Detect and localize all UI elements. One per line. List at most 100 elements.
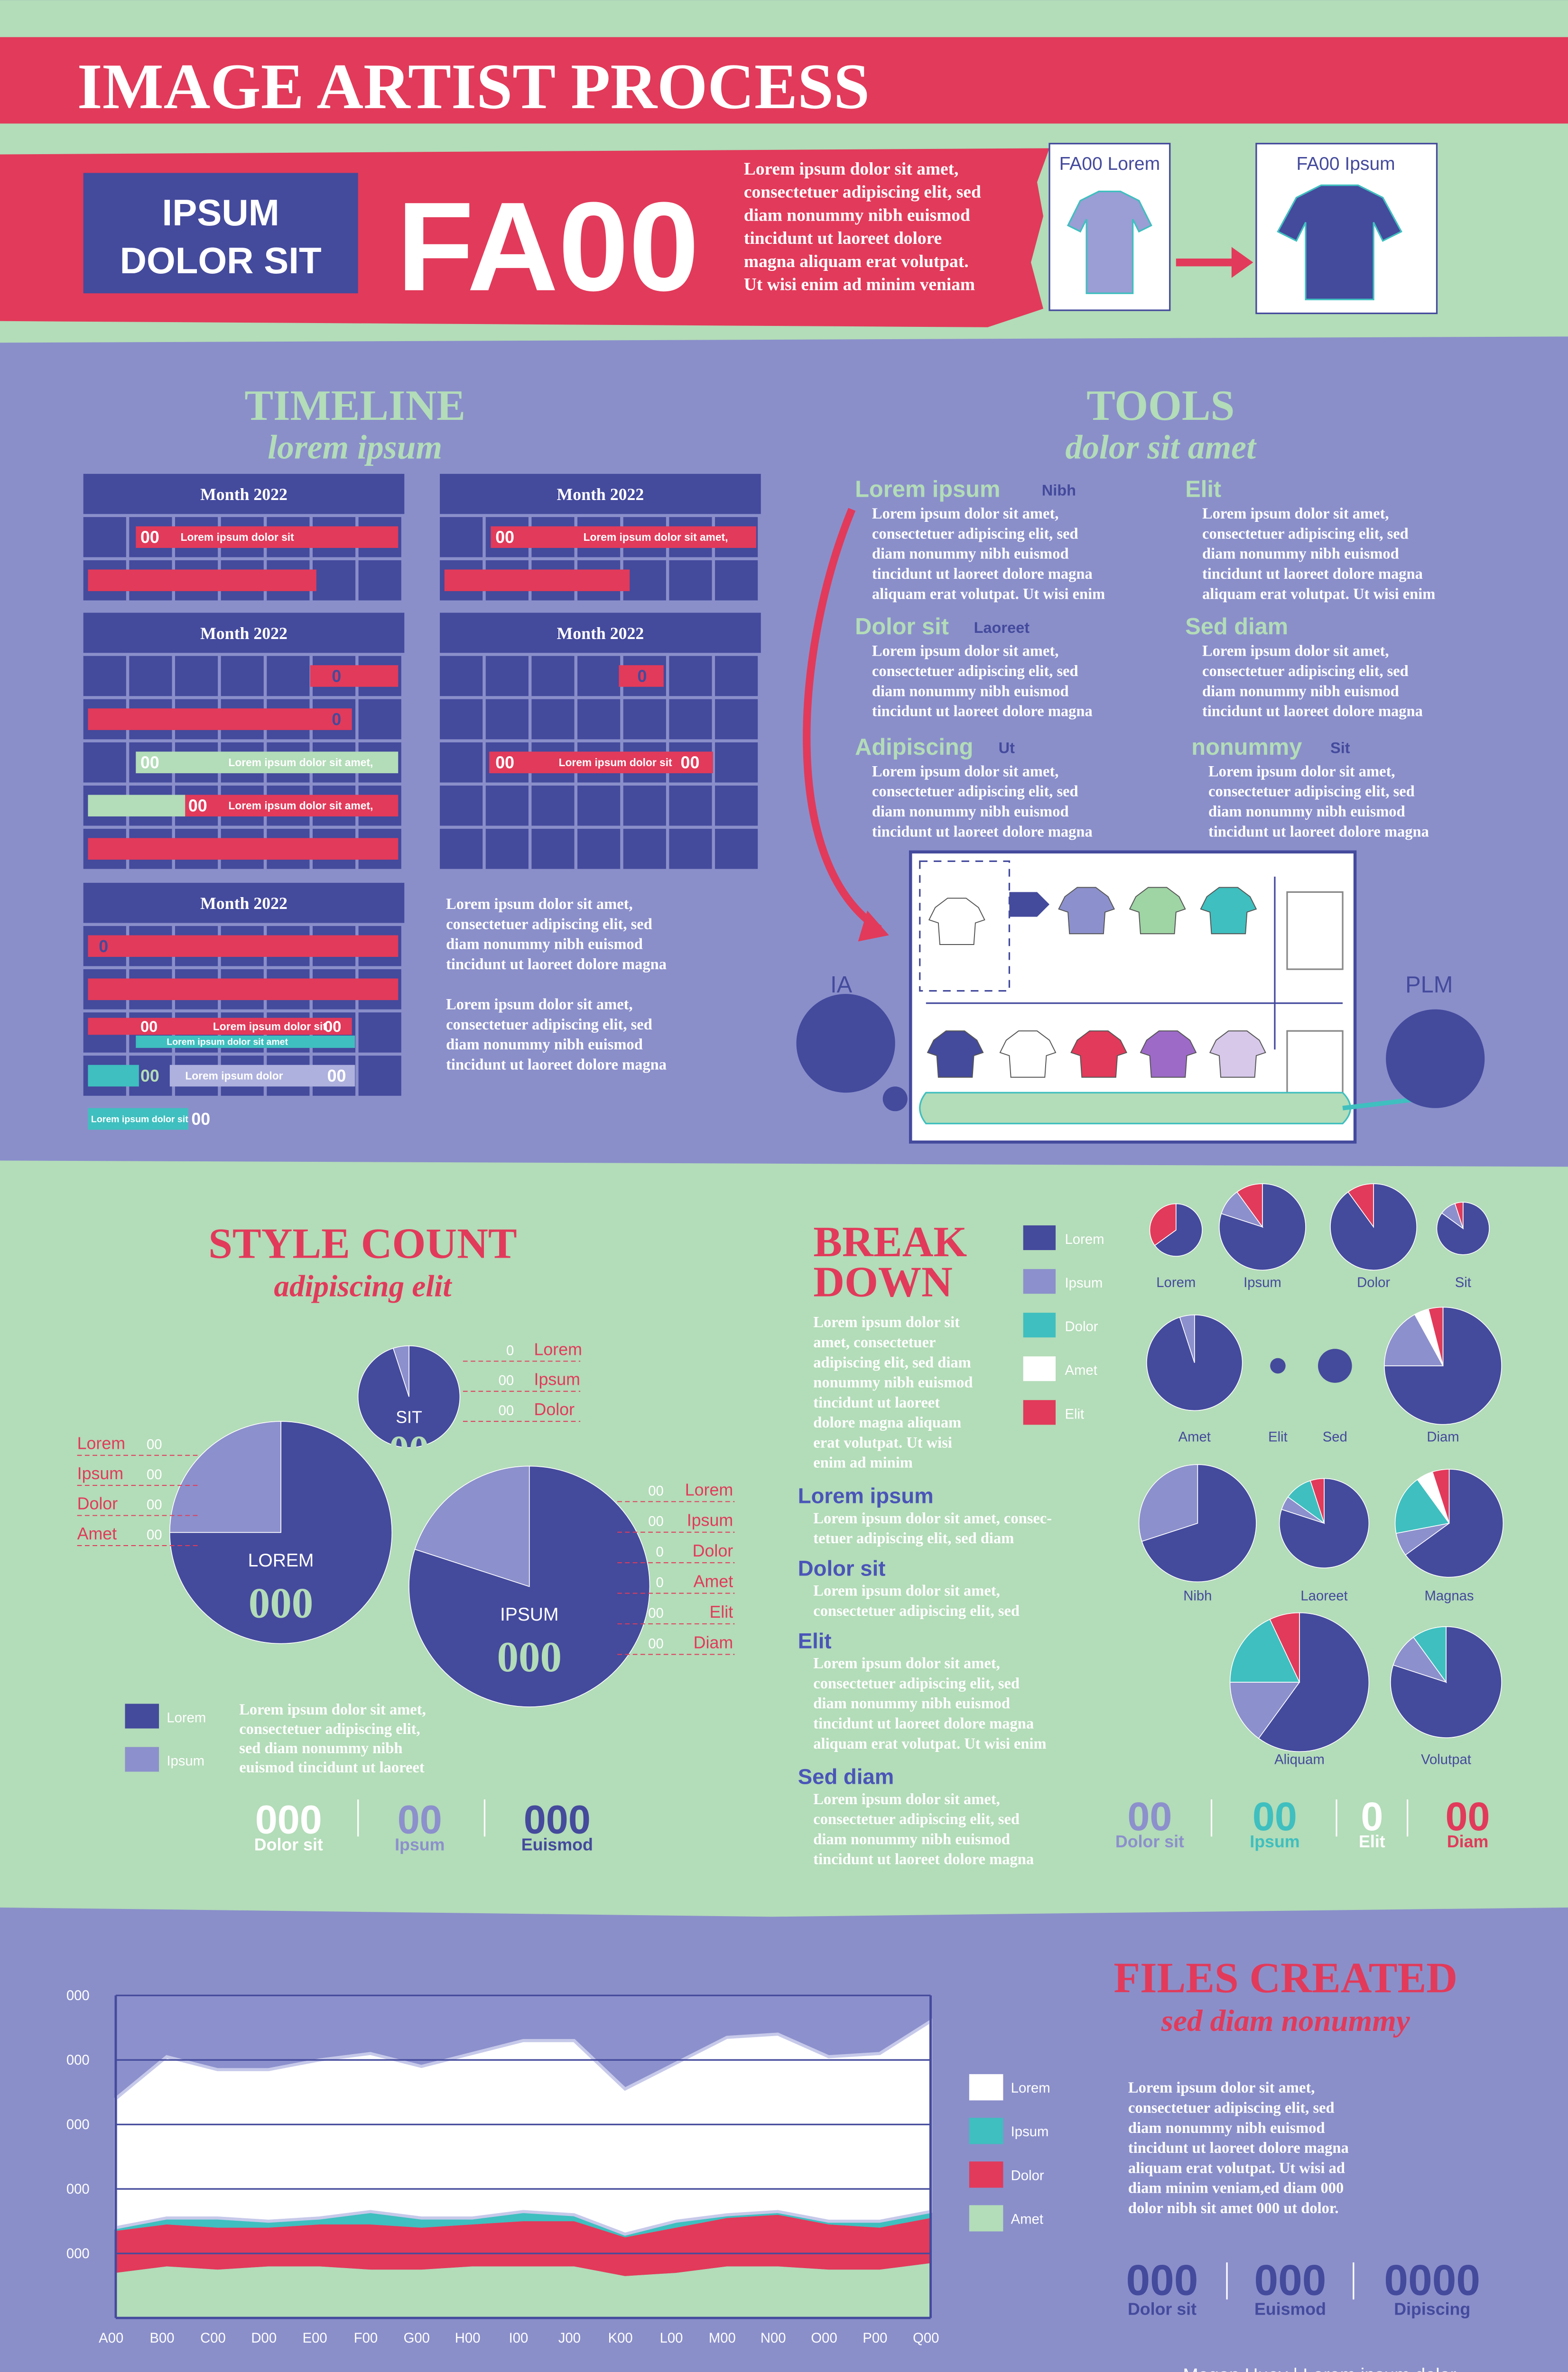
timeline-label: 00 — [188, 797, 207, 815]
calendar-cell — [715, 742, 758, 783]
pie-name: LOREM — [248, 1550, 314, 1571]
y-tick-label: 000 — [66, 1988, 90, 2003]
calendar-cell — [485, 656, 529, 696]
legend-label: Lorem — [1011, 2081, 1050, 2096]
calendar-month: Month 2022 — [200, 485, 288, 504]
list-value: 00 — [648, 1636, 664, 1651]
paragraph-line: diam nonummy nibh euismod — [872, 683, 1069, 700]
list-label: Ipsum — [687, 1511, 733, 1530]
stat-label: Ipsum — [1250, 1832, 1299, 1851]
timeline-bar — [491, 526, 756, 548]
paragraph-line: euismod tincidunt ut laoreet — [239, 1759, 425, 1776]
paragraph-line: consectetuer adipiscing elit, — [239, 1721, 420, 1738]
paragraph-line: Lorem ipsum dolor sit amet, — [1128, 2079, 1315, 2096]
timeline-label: 00 — [495, 528, 514, 547]
paragraph-line: magna aliquam erat volutpat. — [744, 252, 969, 271]
legend-label: Lorem — [1065, 1232, 1104, 1247]
paragraph-line: consectetuer adipiscing elit, sed — [744, 183, 981, 202]
timeline-label: 00 — [191, 1110, 210, 1129]
stat-label: Diam — [1447, 1832, 1488, 1851]
pie-slice — [1428, 1306, 1444, 1366]
x-tick-label: M00 — [709, 2331, 736, 2346]
timeline-label: Lorem ipsum dolor sit — [91, 1114, 188, 1124]
timeline-label: Lorem ipsum dolor sit amet, — [584, 531, 728, 543]
paragraph-line: consectetuer adipiscing elit, sed — [872, 663, 1078, 680]
calendar-cell — [440, 785, 483, 826]
timeline-bar — [88, 1065, 139, 1087]
y-tick-label: 000 — [66, 2117, 90, 2132]
pie-label: Dolor — [1357, 1275, 1390, 1290]
timeline-label: Lorem ipsum dolor sit amet — [167, 1037, 288, 1047]
stat-label: Dolor sit — [1115, 1832, 1184, 1851]
calendar-month: Month 2022 — [557, 624, 644, 643]
calendar-cell — [221, 656, 264, 696]
pie-label: Aliquam — [1274, 1752, 1325, 1767]
paragraph-line: consectetuer adipiscing elit, sed — [813, 1675, 1020, 1692]
paragraph-line: tincidunt ut laoreet dolore magna — [1202, 565, 1423, 583]
list-label: Lorem — [685, 1480, 733, 1499]
tool-tag: Sit — [1330, 740, 1350, 757]
garment-icon — [1200, 887, 1257, 935]
stat-value: 00 — [398, 1797, 442, 1842]
list-value: 00 — [499, 1403, 514, 1418]
pie-slice — [1269, 1612, 1300, 1683]
calendar-cell — [669, 560, 712, 601]
calendar-cell — [531, 656, 575, 696]
paragraph-line: nonummy nibh euismod — [813, 1374, 973, 1391]
legend-swatch — [125, 1747, 159, 1772]
calendar-cell — [358, 1056, 401, 1096]
legend-swatch — [1023, 1356, 1056, 1381]
pie-slice — [1270, 1358, 1286, 1374]
calendar-header — [440, 612, 761, 653]
legend-label: Dolor — [1065, 1319, 1098, 1334]
paragraph-line: diam nonummy nibh euismod — [446, 936, 643, 953]
footer: Megan Huey | Lorem ipsum dolor — [1183, 2365, 1456, 2372]
garment-icon — [927, 1030, 984, 1078]
section-subtitle: adipiscing elit — [274, 1269, 452, 1304]
x-tick-label: O00 — [811, 2331, 837, 2346]
paragraph-line: Ut wisi enim ad minim veniam — [744, 275, 975, 295]
calendar-cell — [485, 829, 529, 869]
paragraph-line: tincidunt ut laoreet dolore magna — [446, 1056, 667, 1073]
paragraph-line: aliquam erat volutpat. Ut wisi enim — [813, 1735, 1046, 1752]
y-tick-label: 000 — [66, 2053, 90, 2068]
calendar-cell — [577, 699, 621, 740]
pie-label: Lorem — [1156, 1275, 1196, 1290]
paragraph-line: consectetuer adipiscing elit, sed — [813, 1603, 1020, 1620]
calendar-cell — [715, 560, 758, 601]
paragraph-line: tincidunt ut laoreet dolore magna — [872, 823, 1093, 840]
sub-heading: Elit — [798, 1629, 832, 1653]
paragraph-line: consectetuer adipiscing elit, sed — [872, 525, 1078, 542]
connector — [1342, 1096, 1420, 1111]
calendar-cell — [129, 656, 172, 696]
tool-heading: Adipiscing — [855, 734, 973, 760]
calendar-cell — [623, 560, 666, 601]
paragraph-line: tincidunt ut laoreet dolore magna — [1128, 2140, 1349, 2157]
legend-label: Ipsum — [1065, 1276, 1103, 1291]
plm-face — [1386, 1009, 1485, 1108]
shirt-label: FA00 Lorem — [1059, 154, 1160, 174]
paragraph-line: aliquam erat volutpat. Ut wisi enim — [1202, 585, 1435, 602]
calendar-cell — [440, 517, 483, 557]
stat-value: 00 — [1446, 1794, 1490, 1839]
paragraph-line: tincidunt ut laoreet dolore magna — [446, 956, 667, 973]
calendar-cell — [312, 560, 356, 601]
paragraph-line: Lorem ipsum dolor sit amet, — [813, 1583, 1000, 1600]
x-tick-label: J00 — [558, 2331, 581, 2346]
tool-heading: Dolor sit — [855, 614, 949, 639]
x-tick-label: L00 — [660, 2331, 683, 2346]
sub-heading: Dolor sit — [798, 1556, 886, 1580]
paragraph-line: Lorem ipsum dolor sit amet, consec- — [813, 1510, 1052, 1527]
calendar-cell — [175, 656, 218, 696]
pie-slice — [1309, 1478, 1325, 1524]
stat-value: 000 — [1126, 2256, 1198, 2304]
pie-label: Amet — [1178, 1429, 1211, 1445]
badge-text: IPSUM — [162, 192, 279, 233]
y-tick-label: 000 — [66, 2246, 90, 2261]
timeline-bar — [136, 1035, 355, 1048]
garment-icon — [1209, 1030, 1266, 1078]
stat-label: Euismod — [1254, 2300, 1326, 2319]
paragraph-line: Lorem ipsum dolor sit amet, — [239, 1701, 426, 1718]
paragraph-line: adipiscing elit, sed diam — [813, 1354, 971, 1371]
area — [115, 2214, 931, 2276]
